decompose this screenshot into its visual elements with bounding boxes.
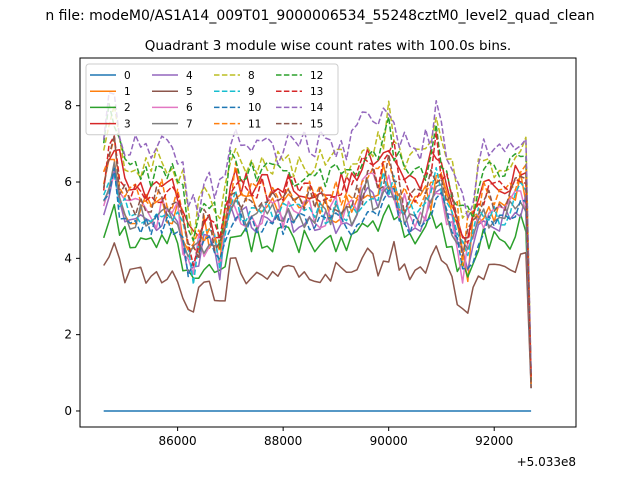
legend-label-module-1: 1 [124, 86, 131, 98]
series-line-module-14 [102, 91, 532, 373]
plot-frame [79, 57, 577, 428]
series-line-module-9 [103, 166, 532, 373]
legend-label-module-3: 3 [124, 118, 131, 130]
series-layer [102, 91, 532, 412]
legend-box [85, 63, 339, 136]
x-axis: 86000 88000 90000 92000 [159, 427, 513, 448]
y-axis: 0 2 4 6 8 [64, 99, 80, 418]
y-tick-label: 6 [64, 175, 72, 189]
legend-label-module-12: 12 [310, 70, 323, 82]
series-line-module-4 [102, 169, 532, 373]
legend-label-module-15: 15 [310, 118, 323, 130]
series-line-module-5 [103, 240, 532, 389]
x-tick-label: 88000 [264, 434, 302, 448]
x-tick-label: 92000 [475, 434, 513, 448]
legend-label-module-6: 6 [186, 102, 193, 114]
y-tick-label: 4 [64, 251, 72, 265]
series-line-module-8 [102, 100, 532, 377]
series-line-module-15 [102, 134, 532, 389]
legend-label-module-9: 9 [248, 86, 255, 98]
x-axis-offset-label: +5.033e8 [517, 455, 576, 469]
legend-label-module-8: 8 [248, 70, 255, 82]
legend-label-module-4: 4 [186, 70, 193, 82]
legend-label-module-2: 2 [124, 102, 131, 114]
chart-title: Quadrant 3 module wise count rates with … [145, 38, 511, 54]
legend-label-module-11: 11 [248, 118, 261, 130]
y-tick-label: 0 [64, 404, 72, 418]
legend-label-module-13: 13 [310, 86, 323, 98]
x-tick-label: 90000 [370, 434, 408, 448]
series-line-module-10 [103, 167, 532, 389]
x-tick-label: 86000 [159, 434, 197, 448]
series-line-module-6 [102, 172, 532, 385]
y-tick-label: 2 [64, 328, 72, 342]
legend-label-module-0: 0 [124, 70, 131, 82]
legend-label-module-5: 5 [186, 86, 193, 98]
legend-label-module-14: 14 [310, 102, 324, 114]
y-tick-label: 8 [64, 99, 72, 113]
figure-suptitle: n file: modeM0/AS1A14_009T01_9000006534_… [45, 8, 594, 24]
legend-label-module-7: 7 [186, 118, 193, 130]
series-line-module-12 [102, 102, 532, 381]
legend-label-module-10: 10 [248, 102, 261, 114]
